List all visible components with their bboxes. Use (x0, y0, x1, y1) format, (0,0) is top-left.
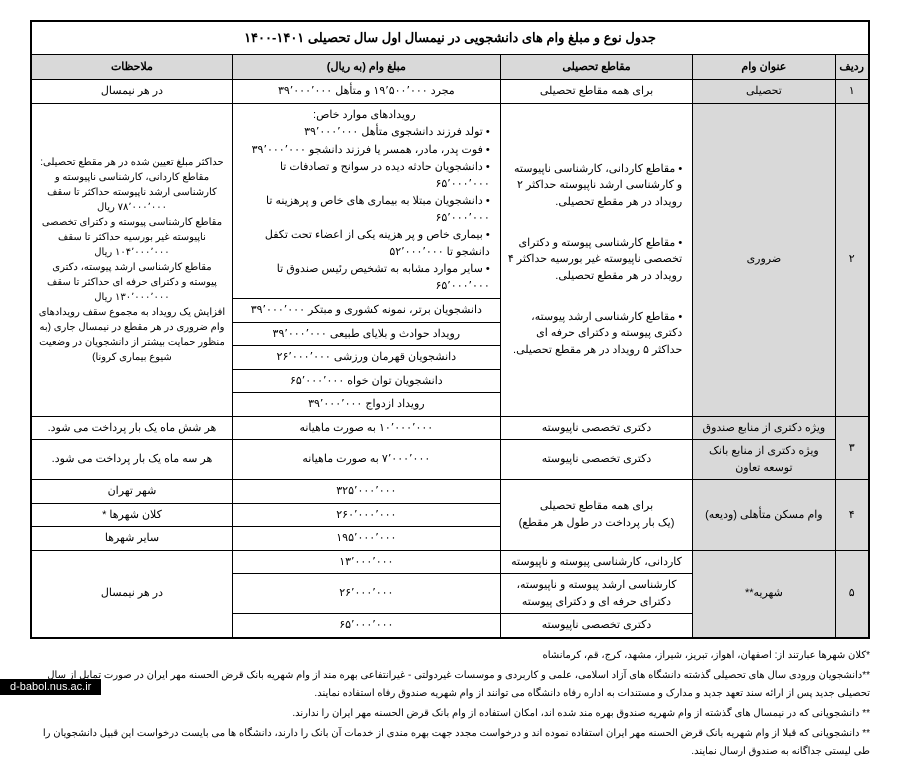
cell-amount: ۲۶٬۰۰۰٬۰۰۰ (232, 574, 500, 614)
cell-num: ۱ (835, 80, 868, 104)
cell-amount: رویداد حوادث و بلایای طبیعی ۳۹٬۰۰۰٬۰۰۰ (232, 322, 500, 346)
level-item: مقاطع کاردانی، کارشناسی ناپیوسته و کارشن… (507, 161, 683, 211)
footnote: ** دانشجویانی که در نیمسال های گذشته از … (30, 705, 870, 723)
cell-notes: در هر نیمسال (32, 550, 233, 637)
header-num: ردیف (835, 54, 868, 80)
amount-item: فوت پدر، مادر، همسر یا فرزند دانشجو ۳۹٬۰… (239, 142, 490, 159)
cell-level: کاردانی، کارشناسی پیوسته و ناپیوسته (500, 550, 693, 574)
cell-loan: وام مسکن متأهلی (ودیعه) (693, 480, 835, 551)
header-amount: مبلغ وام (به ریال) (232, 54, 500, 80)
cell-num: ۵ (835, 550, 868, 637)
amount-item: تولد فرزند دانشجوی متأهل ۳۹٬۰۰۰٬۰۰۰ (239, 124, 490, 141)
cell-level: برای همه مقاطع تحصیلی (500, 80, 693, 104)
cell-amount: دانشجویان توان خواه ۶۵٬۰۰۰٬۰۰۰ (232, 369, 500, 393)
cell-num: ۲ (835, 103, 868, 416)
source-watermark: d-babol.nus.ac.ir (0, 679, 101, 695)
cell-notes: کلان شهرها * (32, 503, 233, 527)
table-row: ۵ شهریه** کاردانی، کارشناسی پیوسته و ناپ… (32, 550, 869, 574)
cell-num: ۴ (835, 480, 868, 551)
cell-amount: ۲۶۰٬۰۰۰٬۰۰۰ (232, 503, 500, 527)
loan-table: جدول نوع و مبلغ وام های دانشجویی در نیمس… (31, 21, 869, 638)
header-level: مقاطع تحصیلی (500, 54, 693, 80)
cell-notes: شهر تهران (32, 480, 233, 504)
level-item: مقاطع کارشناسی ارشد پیوسته، دکتری پیوسته… (507, 309, 683, 359)
cell-level: دکتری تخصصی ناپیوسته (500, 416, 693, 440)
cell-amount: ۱۹۵٬۰۰۰٬۰۰۰ (232, 527, 500, 551)
table-row: ۲ ضروری مقاطع کاردانی، کارشناسی ناپیوسته… (32, 103, 869, 299)
amount-item: دانشجویان مبتلا به بیماری های خاص و پرهز… (239, 193, 490, 226)
cell-notes: هر سه ماه یک بار پرداخت می شود. (32, 440, 233, 480)
table-row: ۱ تحصیلی برای همه مقاطع تحصیلی مجرد ۱۹٬۵… (32, 80, 869, 104)
cell-amount: ۱۳٬۰۰۰٬۰۰۰ (232, 550, 500, 574)
table-title: جدول نوع و مبلغ وام های دانشجویی در نیمس… (32, 22, 869, 55)
footnote: **دانشجویان ورودی سال های تحصیلی گذشته د… (30, 667, 870, 703)
cell-amount: ۷٬۰۰۰٬۰۰۰ به صورت ماهیانه (232, 440, 500, 480)
amount-item: بیماری خاص و پر هزینه یکی از اعضاء تحت ت… (239, 227, 490, 260)
loan-table-container: جدول نوع و مبلغ وام های دانشجویی در نیمس… (30, 20, 870, 639)
cell-loan: ویژه دکتری از منابع بانک توسعه تعاون (693, 440, 835, 480)
cell-level: برای همه مقاطع تحصیلی (یک بار پرداخت در … (500, 480, 693, 551)
header-loan: عنوان وام (693, 54, 835, 80)
cell-level: دکتری تخصصی ناپیوسته (500, 440, 693, 480)
cell-level: دکتری تخصصی ناپیوسته (500, 614, 693, 638)
cell-loan: شهریه** (693, 550, 835, 637)
cell-amount: ۱۰٬۰۰۰٬۰۰۰ به صورت ماهیانه (232, 416, 500, 440)
cell-amount: رویداد ازدواج ۳۹٬۰۰۰٬۰۰۰ (232, 393, 500, 417)
footnote: *کلان شهرها عبارتند از: اصفهان، اهواز، ت… (30, 647, 870, 665)
cell-notes: هر شش ماه یک بار پرداخت می شود. (32, 416, 233, 440)
cell-amount: ۳۲۵٬۰۰۰٬۰۰۰ (232, 480, 500, 504)
cell-notes: حداکثر مبلغ تعیین شده در هر مقطع تحصیلی:… (32, 103, 233, 416)
cell-level: کارشناسی ارشد پیوسته و ناپیوسته، دکترای … (500, 574, 693, 614)
level-item: مقاطع کارشناسی پیوسته و دکترای تخصصی ناپ… (507, 235, 683, 285)
table-row: ویژه دکتری از منابع بانک توسعه تعاون دکت… (32, 440, 869, 480)
cell-notes: سایر شهرها (32, 527, 233, 551)
amount-item: سایر موارد مشابه به تشخیص رئیس صندوق تا … (239, 261, 490, 294)
cell-amount: ۶۵٬۰۰۰٬۰۰۰ (232, 614, 500, 638)
cell-num: ۳ (835, 416, 868, 480)
cell-loan: ضروری (693, 103, 835, 416)
footnotes: *کلان شهرها عبارتند از: اصفهان، اهواز، ت… (30, 647, 870, 761)
cell-level: مقاطع کاردانی، کارشناسی ناپیوسته و کارشن… (500, 103, 693, 416)
footnote: ** دانشجویانی که قبلا از وام شهریه بانک … (30, 725, 870, 761)
cell-notes: در هر نیمسال (32, 80, 233, 104)
cell-amount: رویدادهای موارد خاص: تولد فرزند دانشجوی … (232, 103, 500, 299)
amount-item: دانشجویان حادثه دیده در سوانح و تصادفات … (239, 159, 490, 192)
amount-head: رویدادهای موارد خاص: (239, 107, 490, 124)
table-row: ۴ وام مسکن متأهلی (ودیعه) برای همه مقاطع… (32, 480, 869, 504)
cell-amount: مجرد ۱۹٬۵۰۰٬۰۰۰ و متأهل ۳۹٬۰۰۰٬۰۰۰ (232, 80, 500, 104)
table-row: ۳ ویژه دکتری از منابع صندوق دکتری تخصصی … (32, 416, 869, 440)
cell-amount: دانشجویان قهرمان ورزشی ۲۶٬۰۰۰٬۰۰۰ (232, 346, 500, 370)
cell-loan: ویژه دکتری از منابع صندوق (693, 416, 835, 440)
header-notes: ملاحظات (32, 54, 233, 80)
cell-amount: دانشجویان برتر، نمونه کشوری و مبتکر ۳۹٬۰… (232, 299, 500, 323)
cell-loan: تحصیلی (693, 80, 835, 104)
